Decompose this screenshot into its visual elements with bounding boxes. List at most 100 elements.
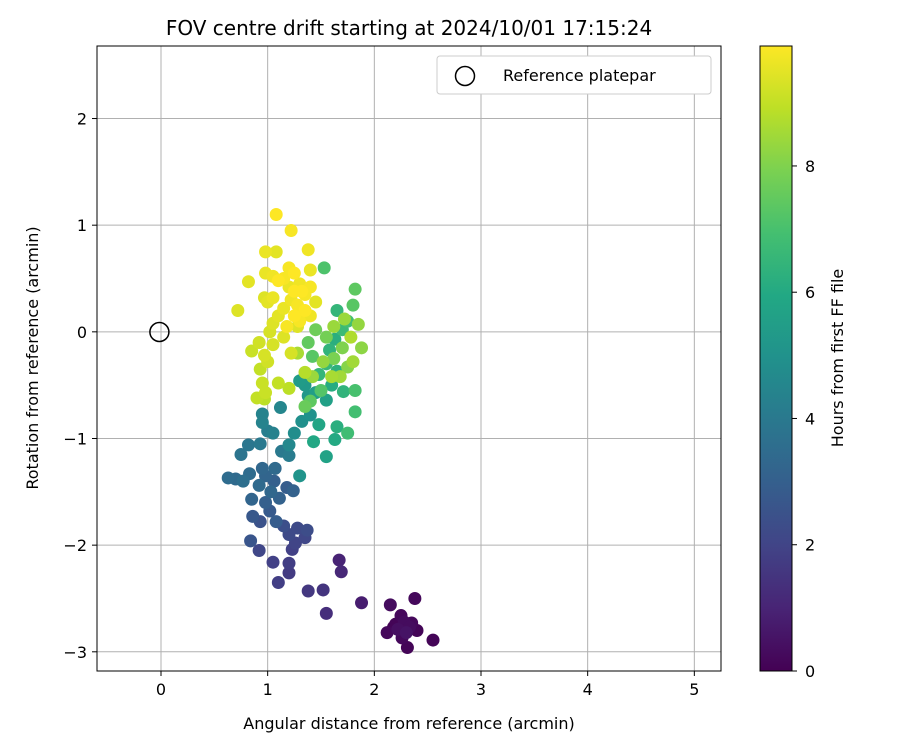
data-point (264, 485, 278, 499)
data-point (293, 469, 307, 483)
data-point (309, 323, 323, 337)
data-point (234, 447, 248, 461)
colorbar-tick-label: 4 (805, 409, 815, 428)
reference-platepar-marker (149, 321, 170, 343)
data-point (327, 352, 341, 365)
data-point (355, 596, 369, 610)
data-point (282, 566, 296, 580)
colorbar-tick-label: 8 (805, 157, 815, 176)
y-tick-label: −3 (63, 643, 87, 662)
data-point (287, 266, 301, 280)
chart-title: FOV centre drift starting at 2024/10/01 … (166, 16, 652, 40)
data-point (426, 633, 440, 647)
data-point (307, 435, 321, 449)
data-point (336, 385, 350, 399)
data-point (273, 401, 287, 415)
x-tick-label: 5 (689, 680, 699, 699)
data-point (277, 330, 291, 344)
data-point (319, 330, 333, 344)
data-point (301, 243, 315, 257)
data-point (266, 426, 280, 440)
data-point (351, 317, 365, 331)
data-point (355, 341, 369, 355)
legend: Reference platepar (436, 55, 712, 95)
data-point (319, 606, 333, 620)
data-point (287, 426, 301, 440)
data-point (269, 245, 283, 259)
data-point (314, 383, 328, 397)
x-tick-label: 0 (156, 680, 166, 699)
data-point (348, 282, 362, 296)
data-point (316, 355, 330, 369)
data-point (399, 626, 413, 640)
x-tick-label: 1 (263, 680, 273, 699)
data-point (330, 420, 344, 434)
y-tick-label: −2 (63, 536, 87, 555)
data-point (287, 284, 301, 298)
data-point (319, 393, 333, 407)
data-point (231, 304, 245, 318)
data-point (244, 534, 258, 548)
x-tick-label: 2 (369, 680, 379, 699)
data-point (282, 381, 296, 395)
data-point (346, 355, 360, 369)
data-point (269, 515, 283, 529)
data-point (252, 336, 266, 350)
data-point (337, 312, 351, 326)
data-point (277, 301, 291, 315)
data-point (301, 584, 315, 598)
data-point (241, 275, 255, 289)
data-point (282, 438, 296, 452)
data-point (298, 399, 312, 413)
data-point (268, 461, 282, 475)
data-point (334, 565, 348, 579)
data-point (300, 523, 314, 537)
data-point (253, 437, 267, 451)
data-point (245, 344, 259, 358)
colorbar-label: Hours from first FF file (828, 269, 847, 448)
data-point (269, 208, 283, 222)
data-point (332, 553, 346, 567)
data-point (298, 365, 312, 379)
data-point (266, 291, 280, 305)
legend-label: Reference platepar (503, 66, 656, 85)
data-point (305, 349, 319, 363)
data-point (241, 438, 255, 452)
data-point (259, 245, 273, 259)
y-axis-label: Rotation from reference (arcmin) (23, 226, 42, 489)
data-point (266, 338, 280, 352)
data-point (284, 346, 298, 360)
data-point (309, 295, 323, 309)
data-point (327, 320, 341, 334)
data-point (284, 224, 298, 238)
data-point (346, 298, 360, 312)
data-point (400, 641, 414, 655)
data-point (255, 461, 269, 475)
data-point (252, 543, 266, 557)
data-point (271, 575, 285, 589)
data-point (246, 509, 260, 523)
colorbar-tick-label: 0 (805, 662, 815, 681)
data-point (383, 598, 397, 612)
x-tick-label: 3 (476, 680, 486, 699)
legend-marker-icon (454, 65, 476, 87)
plot-frame (96, 45, 722, 672)
data-point (280, 320, 294, 334)
data-point (348, 383, 362, 397)
data-point (330, 304, 344, 318)
grid (97, 46, 721, 671)
data-point (408, 591, 422, 605)
data-point (344, 330, 358, 344)
data-point (286, 484, 300, 498)
axis-ticks: 0 1 2 3 4 5 −3 −2 −1 0 1 2 (63, 110, 699, 699)
data-point (266, 555, 280, 569)
data-point (271, 376, 285, 390)
x-axis-label: Angular distance from reference (arcmin) (243, 714, 574, 733)
data-point (259, 495, 273, 509)
data-point (287, 309, 301, 323)
data-point (325, 370, 339, 384)
data-point (328, 433, 342, 447)
colorbar-ticks: 0 2 4 6 8 (792, 157, 815, 681)
data-point (245, 492, 259, 506)
